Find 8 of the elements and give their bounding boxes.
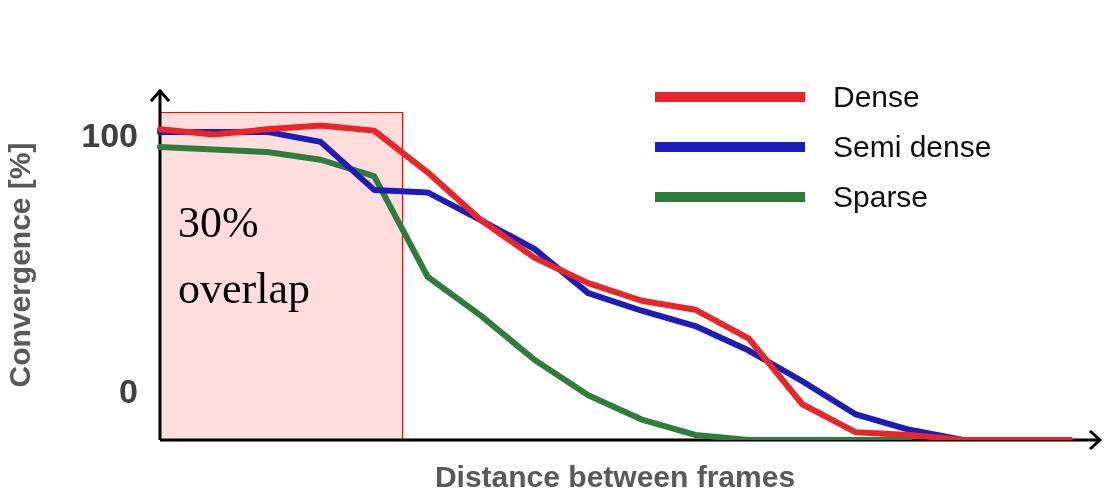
y-tick-label: 0 — [119, 371, 138, 410]
y-tick-label: 100 — [81, 116, 138, 155]
annotation: 30% overlap — [178, 197, 311, 315]
legend-label: Dense — [833, 80, 920, 114]
legend-label: Semi dense — [833, 130, 992, 164]
y-axis-title: Convergence [%] — [3, 142, 37, 388]
legend-label: Sparse — [833, 180, 929, 214]
x-axis-title: Distance between frames — [434, 460, 796, 494]
